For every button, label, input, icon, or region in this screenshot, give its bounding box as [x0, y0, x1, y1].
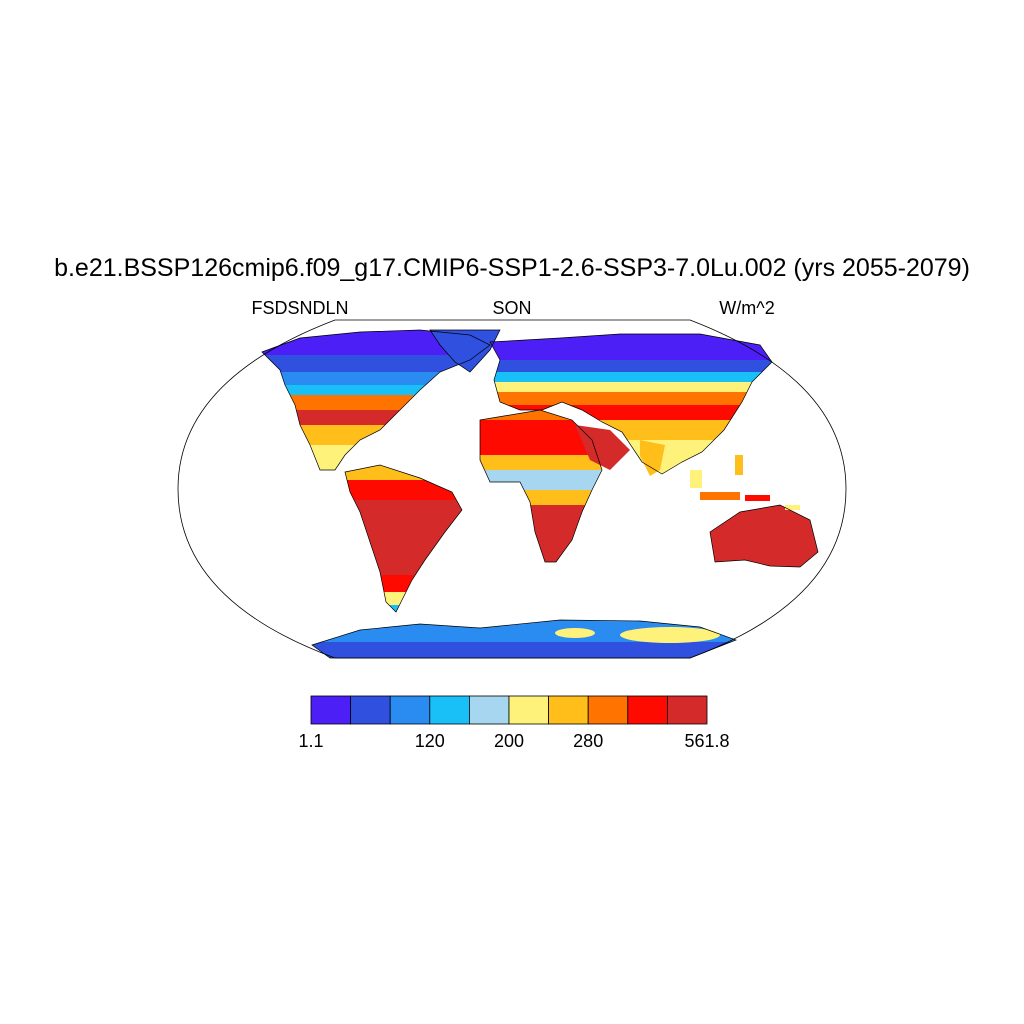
map-region [575, 425, 630, 470]
map-region [262, 385, 490, 395]
colorbar-box [587, 695, 629, 725]
map-region [640, 440, 665, 476]
colorbar-label: 1.1 [298, 731, 323, 751]
map-region [735, 455, 743, 475]
map-region [345, 575, 462, 592]
colorbar-box [350, 695, 391, 725]
map-region [312, 620, 736, 642]
map-region [785, 505, 800, 510]
colorbar-label: 120 [415, 731, 445, 751]
season-label: SON [492, 298, 531, 318]
colorbar-box [429, 695, 470, 725]
map-region [480, 470, 602, 490]
colorbar-box [627, 695, 668, 725]
map-region [555, 628, 595, 638]
coastline [344, 464, 463, 613]
colorbar-box [548, 695, 589, 725]
map-outline [177, 319, 847, 659]
colorbar-label: 200 [494, 731, 524, 751]
title: b.e21.BSSP126cmip6.f09_g17.CMIP6-SSP1-2.… [54, 254, 970, 282]
map-region [710, 505, 818, 567]
map-region [312, 642, 736, 658]
map [261, 329, 819, 659]
map-region [490, 360, 772, 372]
colorbar-box [310, 695, 351, 725]
colorbar-box [389, 695, 431, 725]
map-region [262, 355, 490, 372]
colorbar-box [468, 695, 510, 725]
units-label: W/m^2 [719, 298, 774, 318]
map-region [620, 627, 720, 643]
coastline [429, 329, 501, 373]
map-region [480, 455, 602, 470]
colorbar-label: 280 [573, 731, 603, 751]
map-region [745, 495, 770, 501]
map-region [480, 420, 602, 455]
colorbar-box [508, 695, 549, 725]
variable-label: FSDSNDLN [251, 298, 348, 318]
map-region [345, 605, 462, 612]
map-region [490, 372, 772, 382]
colorbar-label: 561.8 [684, 731, 729, 751]
map-region [490, 392, 772, 405]
colorbar: 1.1 120 200 280 561.8 [298, 695, 730, 751]
map-region [490, 382, 772, 392]
coastline [489, 333, 773, 475]
coastline [261, 329, 491, 471]
colorbar-box [667, 695, 708, 725]
map-region [700, 492, 740, 500]
map-region [345, 592, 462, 605]
map-region [690, 470, 702, 488]
map-region [345, 480, 462, 500]
coastline [479, 409, 603, 563]
coastline [709, 504, 819, 568]
map-region [480, 410, 602, 420]
